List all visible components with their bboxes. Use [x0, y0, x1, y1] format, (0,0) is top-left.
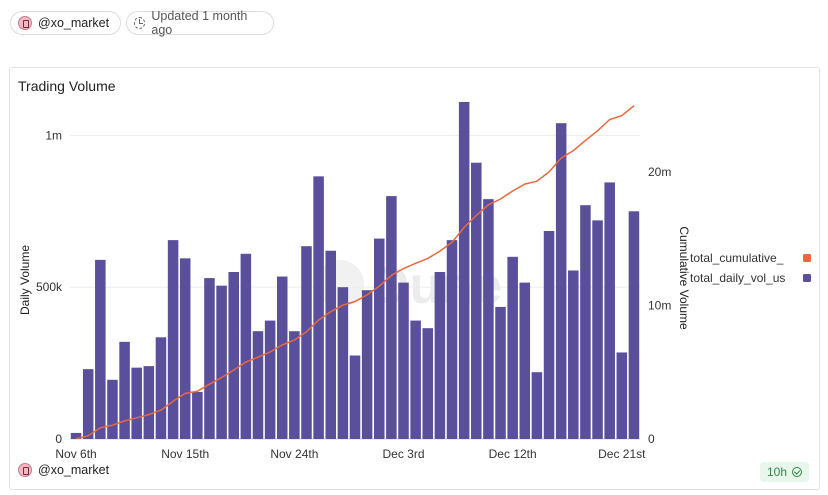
bar: [167, 240, 179, 439]
bar: [568, 270, 579, 439]
legend-label: total_daily_vol_us: [690, 271, 785, 285]
x-tick-label: Dec 21st: [598, 447, 646, 461]
bar: [471, 162, 482, 439]
bar: [216, 285, 227, 439]
bar: [580, 205, 591, 439]
user-pill[interactable]: @xo_market: [10, 11, 121, 35]
bar: [386, 196, 397, 439]
bar: [592, 220, 603, 439]
updated-label: Updated 1 month ago: [151, 9, 248, 37]
legend-swatch: [803, 274, 811, 282]
bar: [192, 391, 203, 439]
bar: [373, 238, 385, 439]
bar: [422, 328, 434, 439]
clock-icon: [134, 17, 146, 29]
legend-swatch: [803, 254, 811, 262]
bar: [70, 432, 82, 439]
bar: [313, 176, 324, 439]
bar: [337, 287, 349, 439]
cumulative-line: [75, 105, 635, 440]
footer-user-label: @xo_market: [38, 463, 110, 477]
legend-label: total_cumulative_: [690, 251, 784, 265]
check-circle-icon: [792, 467, 803, 477]
bar: [349, 355, 361, 439]
bar: [264, 320, 276, 439]
y2-tick-label: 20m: [648, 165, 671, 179]
user-label: @xo_market: [38, 16, 110, 30]
y-tick-label: 500k: [36, 280, 63, 294]
bar: [604, 182, 615, 439]
footer-user[interactable]: @xo_market: [18, 463, 109, 477]
y-tick-label: 0: [55, 432, 62, 446]
bar: [507, 256, 518, 439]
bar: [398, 282, 409, 439]
bar: [155, 337, 167, 439]
y2-tick-label: 0: [648, 432, 655, 446]
bar: [119, 341, 130, 439]
avatar-icon: [18, 463, 32, 477]
bar: [179, 258, 191, 439]
bar: [131, 367, 142, 439]
y2-tick-label: 10m: [648, 298, 671, 312]
bar: [301, 246, 312, 439]
bar: [204, 278, 215, 439]
bar: [555, 123, 567, 439]
bar: [616, 352, 628, 439]
bar: [361, 290, 373, 439]
y-axis-title: Daily Volume: [18, 245, 32, 315]
bar: [531, 372, 543, 439]
bar: [240, 253, 252, 439]
updated-pill: Updated 1 month ago: [126, 9, 274, 37]
bar: [252, 331, 264, 439]
bar: [628, 211, 640, 439]
bar: [325, 250, 337, 439]
y-tick-label: 1m: [45, 128, 62, 142]
refresh-badge[interactable]: 10h: [760, 462, 810, 482]
bar: [495, 306, 506, 439]
x-tick-label: Dec 3rd: [382, 447, 424, 461]
bar: [543, 231, 555, 439]
bar: [519, 282, 531, 439]
bar: [289, 331, 300, 439]
bar: [434, 272, 446, 439]
bar: [276, 276, 288, 439]
bar: [410, 320, 421, 439]
bar: [107, 379, 118, 439]
bar: [82, 369, 94, 439]
bar: [95, 259, 106, 439]
bar: [483, 199, 494, 439]
bar: [446, 240, 458, 439]
avatar-icon: [18, 16, 32, 30]
x-tick-label: Nov 15th: [161, 447, 209, 461]
y2-axis-title: Cumulative Volume: [677, 226, 691, 330]
bar: [143, 366, 155, 439]
bar: [458, 101, 470, 440]
refresh-badge-label: 10h: [767, 465, 788, 479]
x-tick-label: Dec 12th: [489, 447, 537, 461]
x-tick-label: Nov 6th: [55, 447, 96, 461]
x-tick-label: Nov 24th: [270, 447, 318, 461]
bar: [228, 272, 239, 439]
chart-title: Trading Volume: [18, 78, 116, 94]
